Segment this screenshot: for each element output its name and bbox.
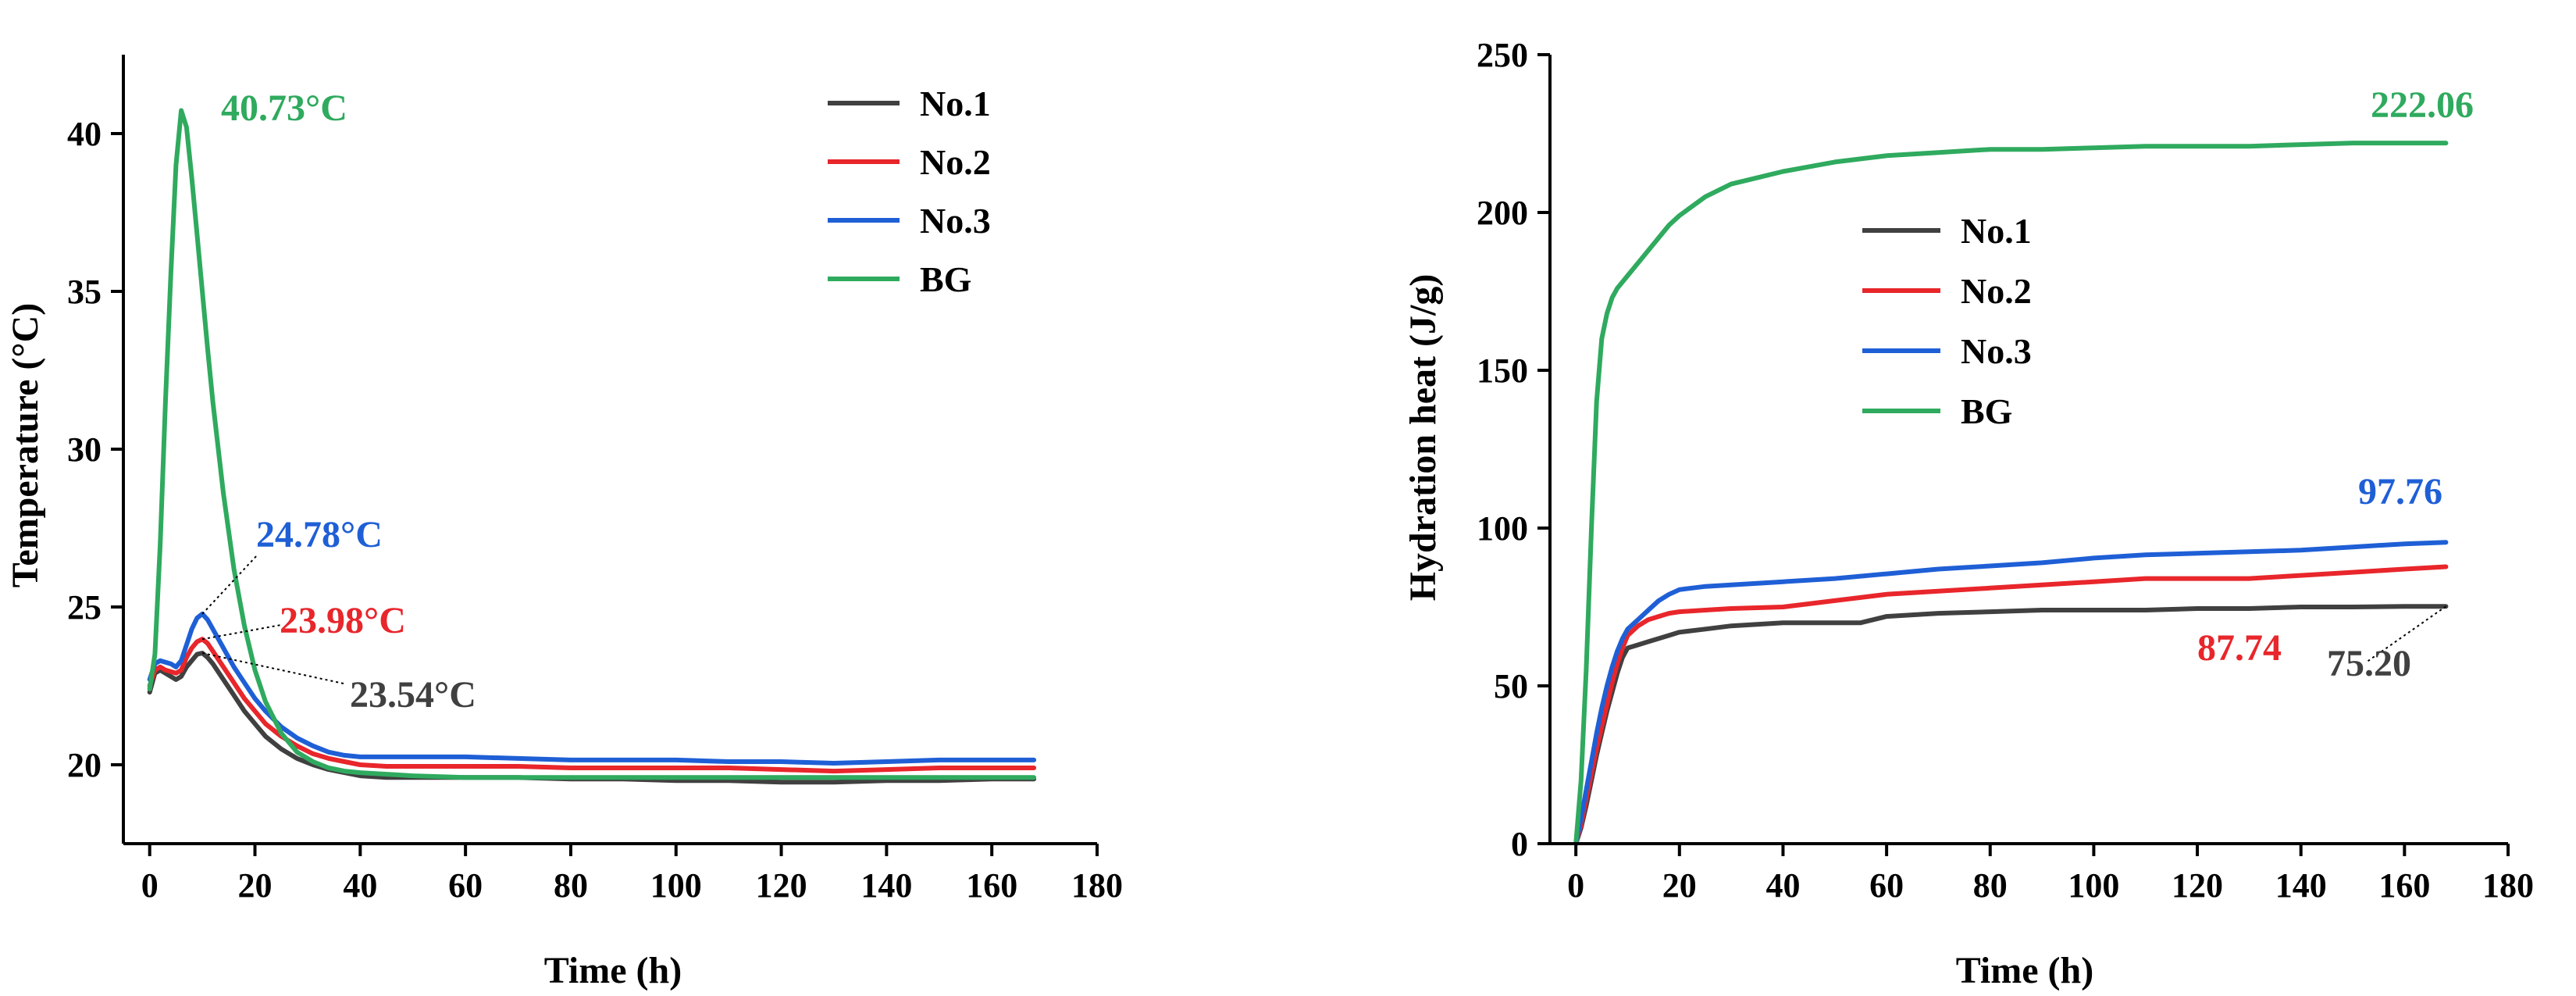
hydration-annotation-no1: 75.20 bbox=[2327, 643, 2411, 684]
hydration-x-tick-label: 0 bbox=[1567, 866, 1584, 905]
hydration-y-axis-label: Hydration heat (J/g) bbox=[1402, 274, 1444, 602]
temperature-legend-label-no3: No.3 bbox=[920, 201, 991, 241]
hydration-series-layer bbox=[1573, 141, 2449, 846]
hydration-series-no2-line bbox=[1573, 564, 2449, 846]
temperature-series-no1-line bbox=[147, 651, 1037, 785]
hydration-x-tick-label: 140 bbox=[2275, 866, 2327, 905]
hydration-annotation-bg: 222.06 bbox=[2371, 84, 2474, 126]
temperature-x-tick-label: 120 bbox=[756, 866, 807, 905]
temperature-annotation-no1: 23.54°C bbox=[350, 674, 476, 716]
hydration-y-tick-label: 150 bbox=[1477, 352, 1528, 390]
temperature-annotations: 40.73°C 24.78°C 23.98°C 23.54°C bbox=[201, 87, 476, 716]
hydration-x-tick-label: 80 bbox=[1973, 866, 2008, 905]
hydration-series-bg-line bbox=[1573, 141, 2449, 846]
temperature-series-bg-line bbox=[147, 108, 1037, 780]
hydration-y-tick-label: 200 bbox=[1477, 194, 1528, 232]
hydration-legend-label-no2: No.2 bbox=[1961, 271, 2032, 311]
hydration-x-axis-label: Time (h) bbox=[1956, 950, 2093, 991]
temperature-series-no3-line bbox=[147, 611, 1037, 766]
hydration-x-tick-label: 160 bbox=[2378, 866, 2430, 905]
hydration-annotation-no2: 87.74 bbox=[2197, 627, 2282, 669]
temperature-series-layer bbox=[147, 108, 1037, 785]
hydration-annotations: 222.06 97.76 87.74 75.20 bbox=[2197, 84, 2474, 684]
temperature-x-tick-label: 40 bbox=[343, 866, 377, 905]
temperature-legend-label-no2: No.2 bbox=[920, 142, 991, 182]
temperature-x-tick-label: 160 bbox=[966, 866, 1017, 905]
temperature-annotation-bg: 40.73°C bbox=[221, 87, 347, 129]
temperature-legend-label-bg: BG bbox=[920, 259, 971, 299]
hydration-x-tick-label: 40 bbox=[1765, 866, 1800, 905]
hydration-legend: No.1 No.2 No.3 BG bbox=[1862, 211, 2032, 431]
hydration-legend-label-no1: No.1 bbox=[1961, 211, 2032, 251]
hydration-legend-label-no3: No.3 bbox=[1961, 331, 2032, 371]
temperature-x-tick-label: 100 bbox=[650, 866, 702, 905]
hydration-legend-label-bg: BG bbox=[1961, 391, 2012, 431]
temperature-chart: 0 20 40 60 80 100 120 140 160 180 20 25 30 35 40 Time … bbox=[5, 55, 1123, 991]
hydration-y-tick-label: 100 bbox=[1477, 509, 1528, 548]
temperature-y-tick-label: 30 bbox=[67, 430, 102, 469]
temperature-x-tick-label: 0 bbox=[141, 866, 159, 905]
hydration-y-tick-label: 50 bbox=[1494, 667, 1528, 705]
hydration-x-tick-label: 180 bbox=[2482, 866, 2534, 905]
hydration-x-tick-label: 100 bbox=[2068, 866, 2119, 905]
hydration-x-tick-label: 120 bbox=[2172, 866, 2223, 905]
hydration-x-tick-label: 60 bbox=[1869, 866, 1904, 905]
temperature-y-axis-label: Temperature (°C) bbox=[5, 303, 46, 587]
temperature-x-tick-label: 60 bbox=[448, 866, 483, 905]
temperature-annotation-leader-no3 bbox=[201, 554, 258, 615]
hydration-x-tick-label: 20 bbox=[1662, 866, 1697, 905]
temperature-annotation-no3: 24.78°C bbox=[256, 514, 383, 555]
temperature-x-tick-label: 180 bbox=[1071, 866, 1123, 905]
hydration-axes: 0 20 40 60 80 100 120 140 160 180 0 50 100 150 200 250 bbox=[1477, 36, 2534, 905]
hydration-y-tick-label: 0 bbox=[1511, 825, 1528, 863]
hydration-heat-chart: 0 20 40 60 80 100 120 140 160 180050100150200250 … bbox=[1402, 36, 2534, 991]
temperature-annotation-leader-no2 bbox=[201, 624, 282, 641]
temperature-annotation-no2: 23.98°C bbox=[280, 600, 406, 641]
hydration-annotation-no3: 97.76 bbox=[2358, 471, 2442, 512]
temperature-annotation-leader-no1 bbox=[201, 652, 344, 684]
temperature-y-tick-label: 40 bbox=[67, 115, 102, 153]
temperature-x-tick-label: 140 bbox=[860, 866, 912, 905]
temperature-y-tick-label: 35 bbox=[67, 273, 102, 311]
temperature-x-tick-label: 80 bbox=[554, 866, 588, 905]
hydration-y-tick-label: 250 bbox=[1477, 36, 1528, 74]
temperature-x-axis-label: Time (h) bbox=[544, 950, 682, 991]
temperature-legend-label-no1: No.1 bbox=[920, 84, 991, 123]
hydration-series-no3-line bbox=[1573, 540, 2449, 846]
temperature-legend: No.1 No.2 No.3 BG bbox=[828, 84, 991, 299]
temperature-x-tick-label: 20 bbox=[238, 866, 273, 905]
temperature-y-tick-label: 20 bbox=[67, 746, 102, 784]
temperature-axes: 0 20 40 60 80 100 120 140 160 180 20 25 30 35 40 bbox=[67, 55, 1123, 905]
temperature-y-tick-label: 25 bbox=[67, 588, 102, 627]
